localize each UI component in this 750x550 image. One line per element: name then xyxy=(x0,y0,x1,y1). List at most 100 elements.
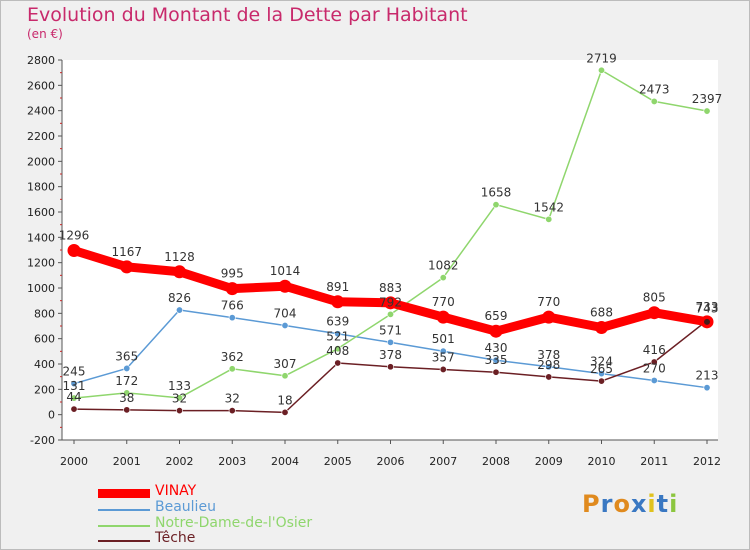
series-point xyxy=(331,295,345,309)
data-label: 131 xyxy=(63,379,86,393)
series-point xyxy=(281,408,289,416)
series-point xyxy=(542,310,556,324)
data-label: 378 xyxy=(537,348,560,362)
x-tick-label: 2003 xyxy=(218,455,246,468)
series-point xyxy=(492,356,500,364)
data-label: 770 xyxy=(537,295,560,309)
data-label: 688 xyxy=(590,306,613,320)
data-label: 1082 xyxy=(428,259,459,273)
series-point xyxy=(173,265,186,279)
legend-label: Têche xyxy=(155,530,196,546)
series-point xyxy=(703,107,711,115)
data-label: 704 xyxy=(274,306,297,320)
x-tick-label: 2005 xyxy=(324,455,352,468)
series-point xyxy=(334,359,342,367)
data-label: 2397 xyxy=(692,92,723,106)
data-label: 213 xyxy=(696,369,719,383)
chart-subtitle: (en €) xyxy=(27,27,63,41)
y-tick-label: 1600 xyxy=(27,206,55,219)
data-label: 32 xyxy=(225,392,240,406)
data-label: 172 xyxy=(115,374,138,388)
data-label: 1296 xyxy=(59,229,90,243)
data-label: 335 xyxy=(485,353,508,367)
y-tick-label: 1400 xyxy=(27,231,55,244)
data-label: 501 xyxy=(432,332,455,346)
series-point xyxy=(703,384,711,392)
series-point xyxy=(545,363,553,371)
series-point xyxy=(545,373,553,381)
series-point xyxy=(489,324,503,338)
legend-swatch xyxy=(98,489,150,498)
logo-letter: i xyxy=(669,490,679,518)
series-point xyxy=(597,377,605,385)
data-label: 1014 xyxy=(270,264,301,278)
data-label: 2473 xyxy=(639,82,670,96)
series-point xyxy=(120,260,134,274)
series-point xyxy=(439,274,447,282)
logo-letter: x xyxy=(630,490,648,518)
series-point xyxy=(281,321,289,329)
x-tick-label: 2010 xyxy=(588,455,616,468)
data-label: 298 xyxy=(537,358,560,372)
y-tick-label: 2400 xyxy=(27,105,55,118)
data-label: 270 xyxy=(643,361,666,375)
series-point xyxy=(123,364,131,372)
y-tick-label: 1200 xyxy=(27,257,55,270)
series-point xyxy=(334,330,342,338)
data-label: 521 xyxy=(326,330,349,344)
series-point xyxy=(228,407,236,415)
legend-swatch xyxy=(98,525,150,527)
data-label: 265 xyxy=(590,362,613,376)
y-tick-label: 0 xyxy=(48,409,55,422)
chart-title: Evolution du Montant de la Dette par Hab… xyxy=(27,4,468,26)
data-label: 1658 xyxy=(481,186,512,200)
x-tick-label: 2011 xyxy=(640,455,668,468)
series-point xyxy=(176,306,184,314)
y-tick-label: 200 xyxy=(34,383,55,396)
data-label: 805 xyxy=(643,291,666,305)
x-tick-label: 2008 xyxy=(482,455,510,468)
series-point xyxy=(650,358,658,366)
data-label: 2719 xyxy=(586,51,617,65)
series-point xyxy=(123,406,131,414)
series-point xyxy=(70,394,78,402)
data-label: 571 xyxy=(379,323,402,337)
logo-letter: i xyxy=(647,490,657,518)
y-tick-label: 2200 xyxy=(27,130,55,143)
data-label: 770 xyxy=(432,295,455,309)
logo-letter: r xyxy=(600,490,614,518)
data-label: 133 xyxy=(168,379,191,393)
y-tick-label: 2800 xyxy=(27,54,55,67)
data-label: 430 xyxy=(485,341,508,355)
data-label: 245 xyxy=(63,365,86,379)
series-point xyxy=(436,310,450,324)
x-tick-label: 2007 xyxy=(429,455,457,468)
series-point xyxy=(225,282,239,296)
series-point xyxy=(650,376,658,384)
series-point xyxy=(386,310,394,318)
data-label: 743 xyxy=(696,302,719,316)
series-point xyxy=(647,306,661,320)
logo-letter: t xyxy=(656,490,670,518)
data-label: 44 xyxy=(66,390,81,404)
x-tick-label: 2004 xyxy=(271,455,299,468)
y-tick-label: 800 xyxy=(34,307,55,320)
data-label: 362 xyxy=(221,350,244,364)
x-tick-label: 2006 xyxy=(377,455,405,468)
series-point xyxy=(123,389,131,397)
y-tick-label: 400 xyxy=(34,358,55,371)
x-tick-label: 2002 xyxy=(166,455,194,468)
data-label: 1542 xyxy=(533,200,564,214)
data-label: 883 xyxy=(379,281,402,295)
logo-letter: P xyxy=(582,490,601,518)
series-point xyxy=(384,296,397,310)
data-label: 408 xyxy=(326,344,349,358)
series-point xyxy=(228,314,236,322)
plot-area xyxy=(62,60,718,440)
series-point xyxy=(281,372,289,380)
y-tick-label: 2000 xyxy=(27,155,55,168)
series-point xyxy=(334,345,342,353)
series-point xyxy=(228,365,236,373)
data-label: 891 xyxy=(326,280,349,294)
series-point xyxy=(597,66,605,74)
